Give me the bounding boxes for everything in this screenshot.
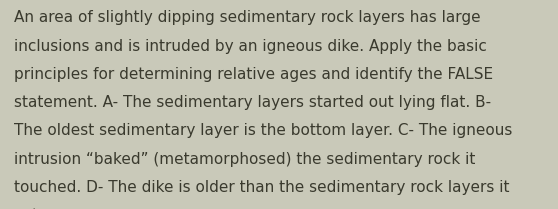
Text: principles for determining relative ages and identify the FALSE: principles for determining relative ages… xyxy=(14,67,493,82)
Text: touched. D- The dike is older than the sedimentary rock layers it: touched. D- The dike is older than the s… xyxy=(14,180,509,195)
Text: The oldest sedimentary layer is the bottom layer. C- The igneous: The oldest sedimentary layer is the bott… xyxy=(14,123,512,138)
Text: cuts across.: cuts across. xyxy=(14,208,105,209)
Text: inclusions and is intruded by an igneous dike. Apply the basic: inclusions and is intruded by an igneous… xyxy=(14,39,487,54)
Text: statement. A- The sedimentary layers started out lying flat. B-: statement. A- The sedimentary layers sta… xyxy=(14,95,491,110)
Text: intrusion “baked” (metamorphosed) the sedimentary rock it: intrusion “baked” (metamorphosed) the se… xyxy=(14,152,475,167)
Text: An area of slightly dipping sedimentary rock layers has large: An area of slightly dipping sedimentary … xyxy=(14,10,480,25)
